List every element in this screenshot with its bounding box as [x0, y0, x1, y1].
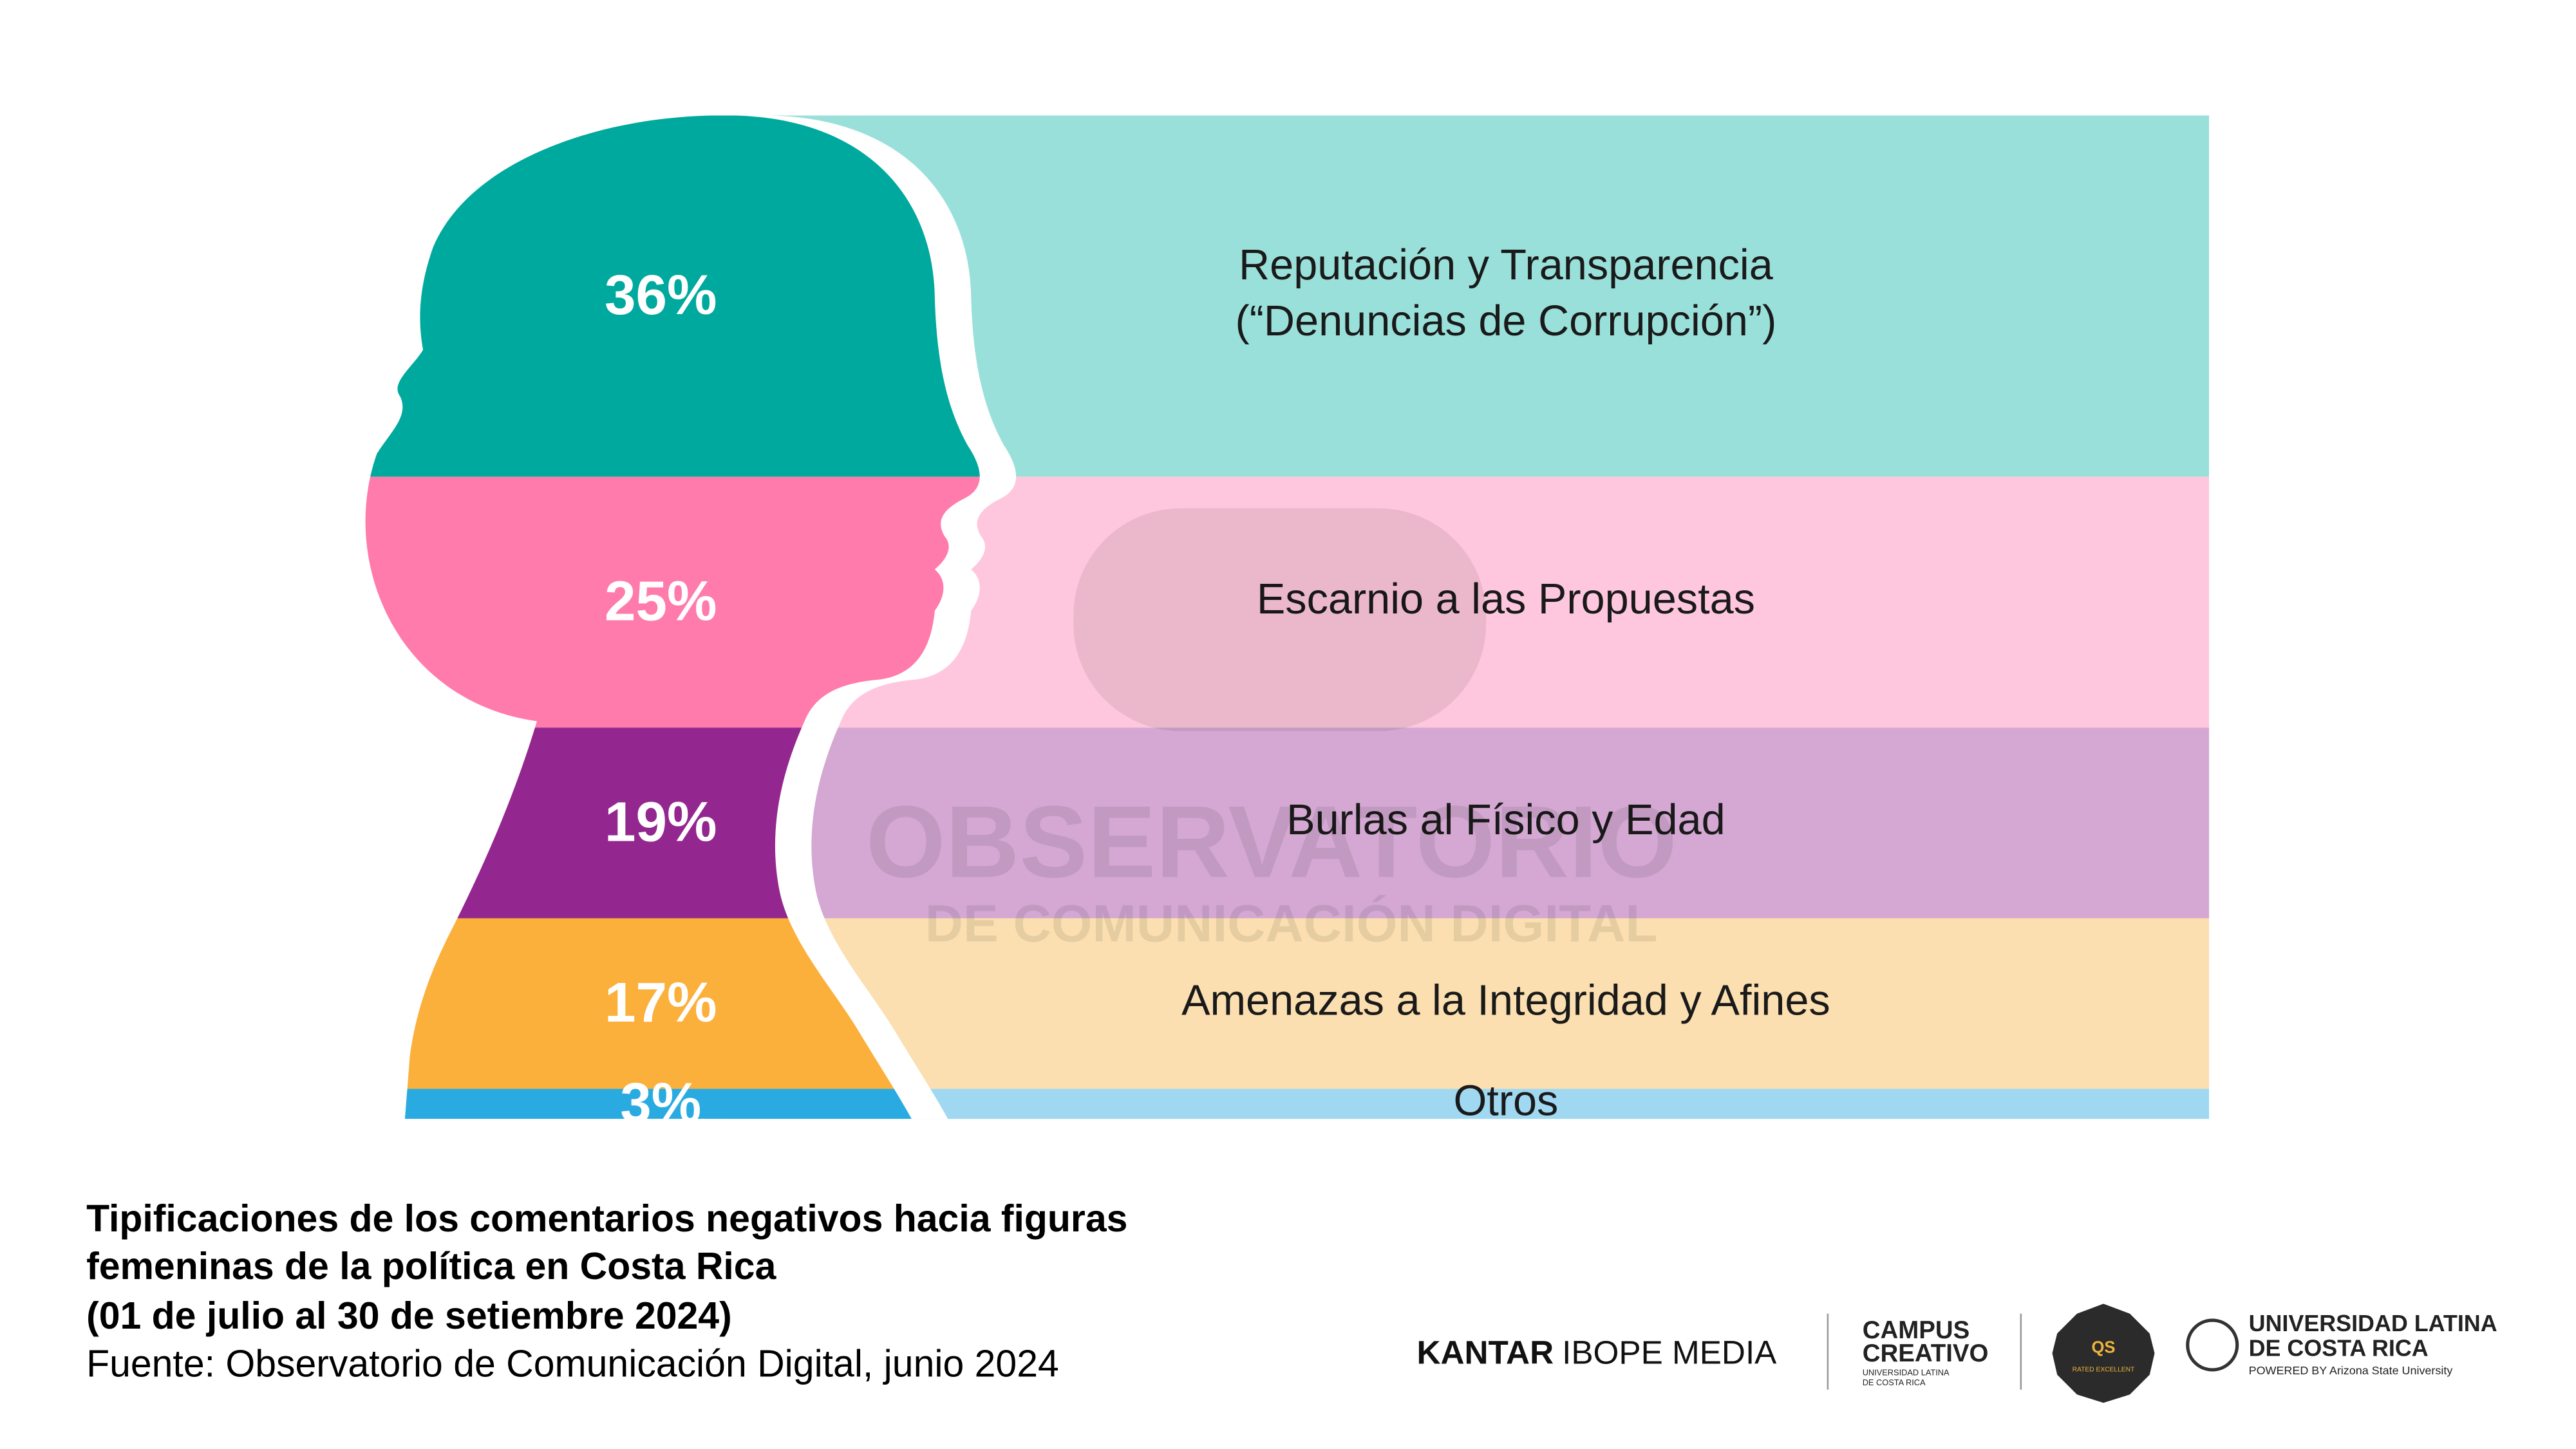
logos: KANTAR IBOPE MEDIA CAMPUS CREATIVO UNIVE…	[1416, 1304, 2497, 1403]
value-label: 36%	[605, 264, 717, 326]
category-label: Amenazas a la Integridad y Afines	[1181, 977, 1830, 1025]
labels: 36% Reputación y Transparencia (“Denuncias…	[605, 241, 1830, 1134]
globe	[2186, 1318, 2239, 1372]
logo-powered: POWERED BY Arizona State University	[2249, 1364, 2453, 1377]
logo-kantar: KANTAR	[1416, 1334, 1554, 1370]
footer-title: Tipificaciones de los comentarios negati…	[86, 1198, 1127, 1240]
watermark-sub: DE COMUNICACIÓN DIGITAL	[925, 895, 1658, 953]
logo-campus-sub: UNIVERSIDAD LATINA	[1863, 1367, 1950, 1377]
footer: Tipificaciones de los comentarios negati…	[86, 1198, 1127, 1385]
footer-source: Fuente: Observatorio de Comunicación Dig…	[86, 1343, 1059, 1385]
value-label: 25%	[605, 570, 717, 633]
watermark-title: OBSERVATORIO	[866, 784, 1677, 899]
logo-campus-sub: DE COSTA RICA	[1863, 1378, 1926, 1387]
band	[726, 918, 2210, 1089]
value-label: 3%	[620, 1072, 701, 1134]
bands	[726, 115, 2210, 1119]
category-label: (“Denuncias de Corrupción”)	[1236, 297, 1777, 345]
category-label: Otros	[1453, 1077, 1558, 1125]
badge-text: QS	[2091, 1338, 2115, 1356]
badge	[2052, 1304, 2155, 1403]
logo-ulatina: DE COSTA RICA	[2249, 1336, 2429, 1361]
watermark: OBSERVATORIO DE COMUNICACIÓN DIGITAL	[866, 508, 1677, 953]
footer-title: femeninas de la política en Costa Rica	[86, 1246, 777, 1287]
logo-campus: CREATIVO	[1863, 1340, 1989, 1367]
band	[726, 1089, 2210, 1119]
category-label: Escarnio a las Propuestas	[1257, 575, 1755, 623]
category-label: Burlas al Físico y Edad	[1286, 796, 1725, 844]
head-band	[365, 1089, 980, 1119]
watermark-bubble	[1073, 508, 1487, 731]
value-label: 19%	[605, 791, 717, 854]
category-label: Reputación y Transparencia	[1239, 241, 1774, 289]
logo-campus: CAMPUS	[1863, 1316, 1970, 1344]
logo-ulatina: UNIVERSIDAD LATINA	[2249, 1311, 2497, 1336]
logo-ibope: IBOPE MEDIA	[1562, 1334, 1777, 1370]
badge-sub: RATED EXCELLENT	[2073, 1367, 2135, 1374]
band	[726, 727, 2210, 919]
value-label: 17%	[605, 971, 717, 1034]
footer-title: (01 de julio al 30 de setiembre 2024)	[86, 1295, 732, 1337]
